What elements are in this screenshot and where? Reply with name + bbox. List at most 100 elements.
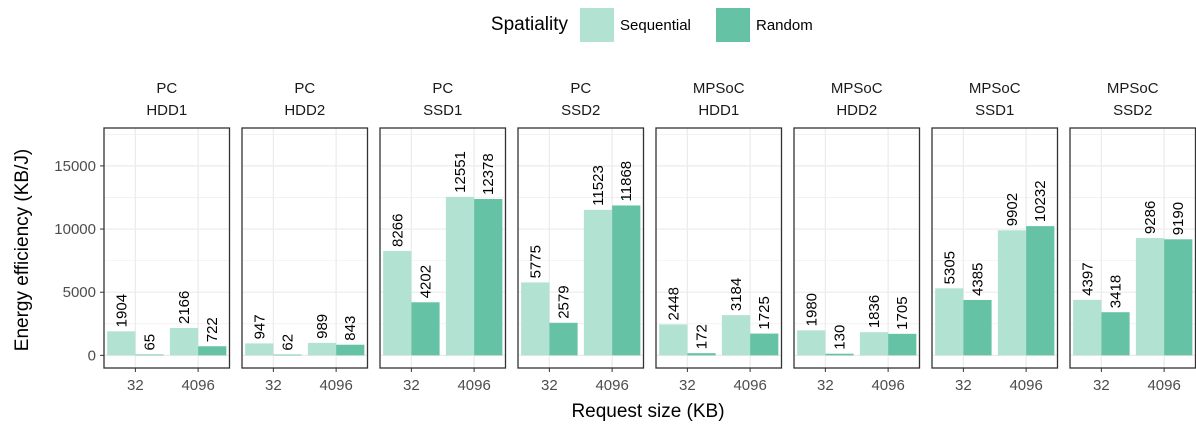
y-axis: 0 5000 10000 15000: [54, 158, 104, 364]
bar-value-label: 172: [693, 324, 710, 349]
bar-value-label: 4385: [969, 263, 986, 296]
facet-panel: MPSoC SSD2 4397 3418 32 9286 9190 4096: [1069, 80, 1196, 394]
panel-border: [103, 127, 231, 369]
bar-value-label: 5305: [941, 251, 958, 284]
bar-value-label: 1725: [756, 296, 773, 329]
bar-sequential: [935, 288, 964, 356]
bar-value-label: 843: [342, 316, 359, 341]
facet-strip-device: HDD1: [146, 102, 187, 119]
facet-strip-platform: MPSoC: [831, 80, 883, 97]
x-tick-label: 32: [1093, 377, 1110, 394]
facet-strip-device: SSD2: [561, 102, 600, 119]
bar-value-label: 3184: [728, 278, 745, 311]
y-axis-title: Energy efficiency (KB/J): [12, 149, 33, 351]
facet-strip-platform: MPSoC: [969, 80, 1021, 97]
legend: Spatiality Sequential Random: [491, 8, 813, 42]
bar-random: [1101, 312, 1130, 356]
legend-label-sequential: Sequential: [620, 17, 691, 34]
bar-sequential: [445, 196, 475, 356]
bar-sequential: [797, 330, 826, 356]
bar-sequential: [245, 343, 274, 356]
facet-panel: PC SSD2 5775 2579 32 11523 11868 4096: [517, 80, 645, 394]
facet-panel: PC HDD1 1904 65 32 2166 722 4096: [103, 80, 231, 394]
panel-border: [379, 127, 507, 369]
bar-value-label: 5775: [527, 245, 544, 278]
bar-random: [1026, 226, 1055, 356]
bar-random: [888, 333, 917, 356]
bar-random: [825, 353, 854, 356]
facet-strip-device: SSD1: [975, 102, 1014, 119]
bar-value-label: 62: [279, 334, 296, 351]
x-tick-label: 32: [265, 377, 282, 394]
bar-sequential: [521, 282, 550, 356]
bar-value-label: 2448: [665, 287, 682, 320]
panel-border: [931, 127, 1059, 369]
x-tick-label: 4096: [871, 377, 904, 394]
x-tick-label: 32: [403, 377, 420, 394]
bar-value-label: 9190: [1170, 202, 1187, 235]
facet-panel: MPSoC SSD1 5305 4385 32 9902 10232 4096: [931, 80, 1059, 394]
bar-value-label: 130: [831, 325, 848, 350]
bar-value-label: 3418: [1107, 275, 1124, 308]
y-tick-label: 10000: [54, 221, 96, 238]
bar-value-label: 9286: [1142, 201, 1159, 234]
bar-sequential: [859, 332, 889, 356]
bar-value-label: 989: [314, 314, 331, 339]
bar-value-label: 8266: [389, 214, 406, 247]
bar-random: [474, 199, 503, 356]
bar-sequential: [1073, 299, 1102, 356]
x-tick-label: 4096: [733, 377, 766, 394]
bar-random: [687, 353, 716, 356]
bar-random: [198, 346, 227, 356]
facet-strip-platform: PC: [156, 80, 177, 97]
bar-sequential: [307, 342, 337, 356]
bar-sequential: [659, 324, 688, 356]
bar-value-label: 11868: [618, 161, 635, 202]
legend-title: Spatiality: [491, 14, 569, 35]
legend-key-sequential: [580, 8, 614, 42]
bar-value-label: 9902: [1004, 193, 1021, 226]
y-tick-label: 15000: [54, 158, 96, 175]
facet-strip-platform: PC: [570, 80, 591, 97]
x-tick-label: 4096: [319, 377, 352, 394]
bar-value-label: 12551: [452, 151, 469, 193]
x-tick-label: 32: [817, 377, 834, 394]
bar-sequential: [583, 209, 613, 356]
facet-panel: MPSoC HDD1 2448 172 32 3184 1725 4096: [655, 80, 783, 394]
panel-border: [793, 127, 921, 369]
bar-value-label: 947: [251, 314, 268, 339]
bar-value-label: 1705: [894, 296, 911, 329]
bar-random: [549, 322, 578, 356]
facet-panels: PC HDD1 1904 65 32 2166 722 4096 PC HDD2 947 62 32 98…: [103, 80, 1196, 394]
x-tick-label: 32: [955, 377, 972, 394]
x-tick-label: 4096: [595, 377, 628, 394]
bar-sequential: [721, 315, 751, 356]
bar-random: [336, 344, 365, 356]
bar-value-label: 4202: [417, 265, 434, 298]
bar-random: [135, 354, 164, 356]
x-tick-label: 32: [127, 377, 144, 394]
legend-key-random: [716, 8, 750, 42]
bar-value-label: 65: [141, 334, 158, 351]
facet-strip-platform: PC: [432, 80, 453, 97]
x-tick-label: 4096: [181, 377, 214, 394]
panel-border: [517, 127, 645, 369]
bar-value-label: 11523: [590, 165, 607, 206]
x-tick-label: 32: [541, 377, 558, 394]
bar-value-label: 722: [204, 317, 221, 342]
bar-sequential: [1135, 238, 1165, 356]
x-axis-title: Request size (KB): [571, 401, 724, 422]
bar-value-label: 1980: [803, 293, 820, 326]
facet-strip-platform: PC: [294, 80, 315, 97]
legend-label-random: Random: [756, 17, 813, 34]
x-tick-label: 4096: [1009, 377, 1042, 394]
facet-panel: PC SSD1 8266 4202 32 12551 12378 4096: [379, 80, 507, 394]
bar-value-label: 10232: [1032, 180, 1049, 222]
bar-random: [411, 302, 440, 356]
bar-value-label: 1904: [113, 294, 130, 327]
bar-value-label: 4397: [1079, 262, 1096, 295]
panel-border: [655, 127, 783, 369]
bar-value-label: 12378: [480, 153, 497, 195]
